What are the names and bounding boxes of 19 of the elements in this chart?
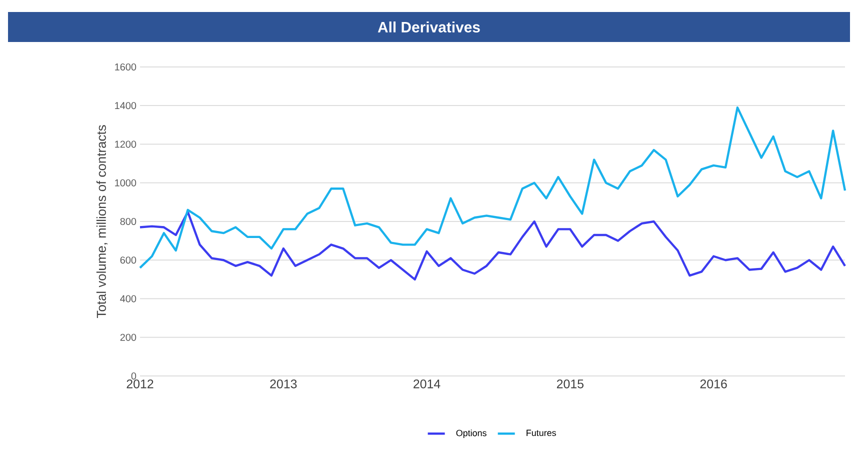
- line-series: [138, 106, 846, 269]
- y-tick-label: 200: [120, 334, 136, 341]
- x-tick-label: 2014: [414, 380, 440, 388]
- y-tick-label: 0: [131, 372, 136, 380]
- x-tick-label: 2015: [556, 380, 584, 388]
- x-tick-label: 2016: [700, 380, 727, 388]
- y-tick-label: 800: [120, 218, 136, 226]
- y-tick-label: 1600: [115, 63, 136, 71]
- y-tick-label: 400: [120, 295, 136, 302]
- legend-label: Options: [456, 430, 486, 438]
- y-tick-label: 600: [120, 256, 136, 264]
- y-tick-label: 1200: [115, 140, 136, 148]
- y-axis-title: Total volume, millions of contracts: [96, 125, 108, 318]
- legend-label: Futures: [526, 430, 556, 436]
- y-tick-label: 1000: [115, 179, 136, 186]
- y-tick-label: 1400: [115, 102, 136, 110]
- x-tick-label: 2013: [270, 380, 297, 388]
- chart-title: All Derivatives: [378, 22, 480, 32]
- x-tick-label: 2012: [126, 380, 154, 388]
